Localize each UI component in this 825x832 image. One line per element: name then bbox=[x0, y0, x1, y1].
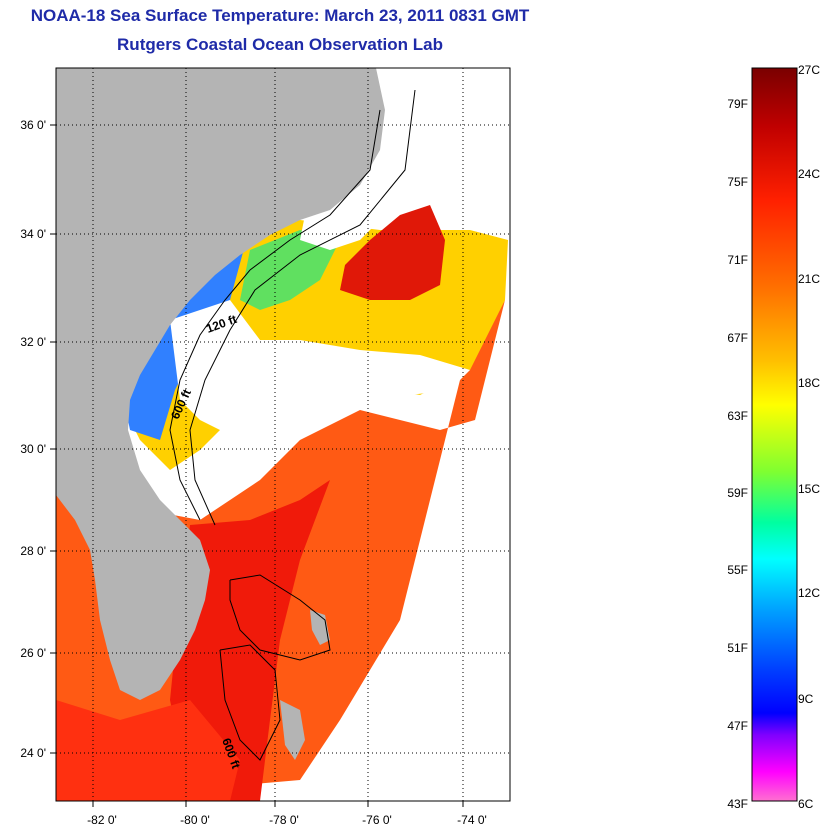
land-bahamas-2 bbox=[280, 700, 305, 760]
contour-bahamas-2 bbox=[219, 644, 281, 761]
lat-label: 24 0' bbox=[20, 746, 46, 760]
south-warm bbox=[56, 700, 240, 801]
colorbar-f-label: 43F bbox=[727, 797, 748, 811]
map-title: NOAA-18 Sea Surface Temperature: March 2… bbox=[30, 6, 530, 25]
colorbar-c-label: 6C bbox=[798, 797, 814, 811]
cloud-cover bbox=[170, 300, 470, 440]
lat-label: 26 0' bbox=[20, 646, 46, 660]
colorbar-c-label: 9C bbox=[798, 692, 814, 706]
colorbar-f-label: 75F bbox=[727, 175, 748, 189]
colorbar-f-label: 67F bbox=[727, 331, 748, 345]
lon-label: -80 0' bbox=[180, 813, 210, 827]
lat-label: 32 0' bbox=[20, 335, 46, 349]
contour-bahamas bbox=[229, 574, 331, 661]
warm-eddy-north bbox=[340, 205, 445, 300]
colorbar-c-label: 12C bbox=[798, 586, 820, 600]
lon-label: -82 0' bbox=[87, 813, 117, 827]
colorbar-f-label: 51F bbox=[727, 641, 748, 655]
colorbar-f-label: 59F bbox=[727, 486, 748, 500]
colorbar-c-label: 21C bbox=[798, 272, 820, 286]
colorbar-f-label: 79F bbox=[727, 97, 748, 111]
colorbar-f-label: 47F bbox=[727, 719, 748, 733]
colorbar-c-label: 15C bbox=[798, 482, 820, 496]
map-subtitle: Rutgers Coastal Ocean Observation Lab bbox=[117, 35, 443, 54]
colorbar-c-label: 24C bbox=[798, 167, 820, 181]
contour-600ft bbox=[189, 89, 416, 526]
lon-label: -74 0' bbox=[457, 813, 487, 827]
lat-label: 34 0' bbox=[20, 227, 46, 241]
lat-label: 36 0' bbox=[20, 118, 46, 132]
lat-label: 30 0' bbox=[20, 442, 46, 456]
axis-ticks bbox=[50, 124, 464, 807]
land-bahamas-1 bbox=[310, 610, 330, 645]
lon-label: -78 0' bbox=[269, 813, 299, 827]
colorbar-f-label: 71F bbox=[727, 253, 748, 267]
colorbar bbox=[751, 67, 798, 802]
colorbar-c-label: 27C bbox=[798, 63, 820, 77]
land-us-coast bbox=[56, 68, 385, 700]
contour-120ft bbox=[169, 109, 381, 521]
colorbar-f-label: 63F bbox=[727, 409, 748, 423]
mid-shelf bbox=[240, 230, 340, 310]
lat-label: 28 0' bbox=[20, 544, 46, 558]
lon-label: -76 0' bbox=[362, 813, 392, 827]
colorbar-c-label: 18C bbox=[798, 376, 820, 390]
colorbar-f-label: 55F bbox=[727, 563, 748, 577]
